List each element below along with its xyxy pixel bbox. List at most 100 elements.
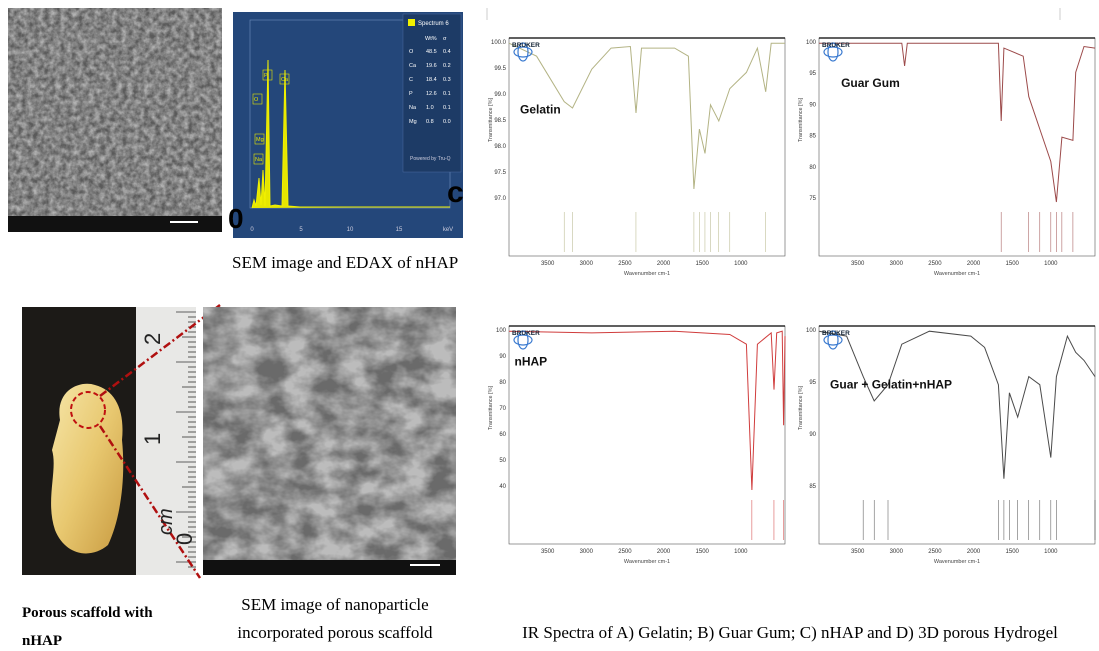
- spectrum-curve: [508, 330, 786, 491]
- x-tick-label: 3000: [890, 261, 904, 267]
- table-cell: 48.5: [426, 49, 437, 55]
- table-cell: 12.6: [426, 91, 437, 97]
- x-tick-label: 0: [250, 227, 254, 233]
- x-tick-label: 1000: [1044, 549, 1058, 555]
- x-axis-title: Wavenumber cm-1: [934, 271, 980, 277]
- edax-spectrum: [251, 59, 450, 209]
- x-tick-label: 3500: [851, 261, 865, 267]
- plot-frame: [818, 37, 1096, 257]
- y-tick-label: 98.5: [494, 118, 506, 124]
- caption: incorporated porous scaffold: [237, 623, 433, 642]
- sem-texture: [8, 8, 222, 232]
- x-tick-label: 1500: [696, 549, 710, 555]
- logo-ring: [517, 330, 529, 350]
- ruler: [136, 307, 196, 575]
- x-tick-label: 3000: [580, 261, 594, 267]
- table-cell: 0.4: [443, 49, 451, 55]
- y-tick-label: 40: [499, 484, 506, 490]
- peak-box: [279, 73, 290, 85]
- caption: Porous scaffold with: [22, 605, 153, 621]
- x-tick-label: 3000: [580, 549, 594, 555]
- y-tick-label: 70: [499, 406, 506, 412]
- table-cell: 0.1: [443, 91, 451, 97]
- spectrum-label: Gelatin: [520, 102, 561, 116]
- plot-frame: [818, 325, 1096, 545]
- peak-label: Na: [255, 157, 263, 163]
- x-tick-label: 2500: [618, 261, 632, 267]
- zoom-circle: [70, 391, 106, 429]
- x-tick-label: 2500: [928, 261, 942, 267]
- legend-title: Spectrum 6: [418, 21, 449, 27]
- logo-ring: [827, 330, 839, 350]
- logo: BRUKER: [822, 42, 850, 49]
- peak-box: [262, 69, 273, 81]
- peak-box: [252, 93, 263, 105]
- y-tick-label: 100: [496, 328, 507, 334]
- x-tick-label: 3000: [890, 549, 904, 555]
- table-header: Wt%: [425, 36, 437, 42]
- y-tick-label: 90: [809, 102, 816, 108]
- table-cell: O: [409, 49, 414, 55]
- legend-footer: Powered by Tru-Q: [410, 156, 451, 162]
- peak-label: P: [264, 73, 268, 79]
- spectrum-curve: [508, 42, 785, 190]
- spectrum-curve: [819, 42, 1096, 203]
- y-tick-label: 98.0: [494, 144, 506, 150]
- table-cell: 0.0: [443, 119, 451, 125]
- x-axis-title: Wavenumber cm-1: [934, 559, 980, 565]
- y-tick-label: 90: [499, 354, 506, 360]
- y-tick-label: 80: [499, 380, 506, 386]
- y-axis-title: Transmittance [%]: [798, 385, 804, 430]
- x-tick-label: 2500: [928, 549, 942, 555]
- y-tick-label: 100: [806, 40, 817, 46]
- x-tick-label: 2000: [967, 549, 981, 555]
- logo-ring: [513, 334, 533, 346]
- x-tick-label: 2000: [657, 549, 671, 555]
- y-tick-label: 85: [809, 484, 816, 490]
- x-tick-label: 5: [299, 227, 303, 233]
- ruler-unit: cm: [155, 508, 177, 535]
- y-tick-label: 100: [806, 328, 817, 334]
- x-tick-label: 10: [347, 227, 354, 233]
- zoom-line: [99, 304, 221, 397]
- table-cell: 0.2: [443, 63, 451, 69]
- table-cell: 19.6: [426, 63, 437, 69]
- peak-box: [253, 153, 264, 165]
- x-tick-label: 3500: [851, 549, 865, 555]
- y-tick-label: 99.5: [494, 66, 506, 72]
- logo-ring: [827, 42, 839, 62]
- y-tick-label: 95: [809, 71, 816, 77]
- peak-label: Mg: [256, 137, 264, 143]
- logo: BRUKER: [822, 330, 850, 337]
- plot-frame: [508, 325, 786, 545]
- caption: SEM image of nanoparticle: [241, 595, 428, 614]
- y-tick-label: 80: [809, 165, 816, 171]
- table-cell: P: [409, 91, 413, 97]
- caption: IR Spectra of A) Gelatin; B) Guar Gum; C…: [522, 623, 1058, 642]
- stray-label: c: [447, 176, 464, 209]
- table-cell: 1.0: [426, 105, 434, 111]
- spectrum-label: Guar + Gelatin+nHAP: [830, 377, 952, 391]
- logo: BRUKER: [512, 42, 540, 49]
- x-tick-label: 1500: [696, 261, 710, 267]
- table-header: σ: [443, 36, 447, 42]
- y-tick-label: 95: [809, 380, 816, 386]
- ruler-label: 0: [172, 533, 197, 545]
- y-tick-label: 97.5: [494, 170, 506, 176]
- plot-frame: [508, 37, 786, 257]
- x-tick-label: 1000: [734, 261, 748, 267]
- logo-ring: [823, 46, 843, 58]
- x-tick-label: 1000: [734, 549, 748, 555]
- x-axis-title: Wavenumber cm-1: [624, 271, 670, 277]
- table-cell: 0.8: [426, 119, 434, 125]
- ruler-label: 2: [140, 333, 165, 345]
- edax-legend: [402, 13, 462, 173]
- peak-box: [254, 133, 265, 145]
- y-axis-title: Transmittance [%]: [488, 385, 494, 430]
- x-tick-label: 1000: [1044, 261, 1058, 267]
- ruler-label: 1: [140, 433, 165, 445]
- spectrum-curve: [818, 330, 1096, 479]
- scaffold-sample: [51, 383, 124, 554]
